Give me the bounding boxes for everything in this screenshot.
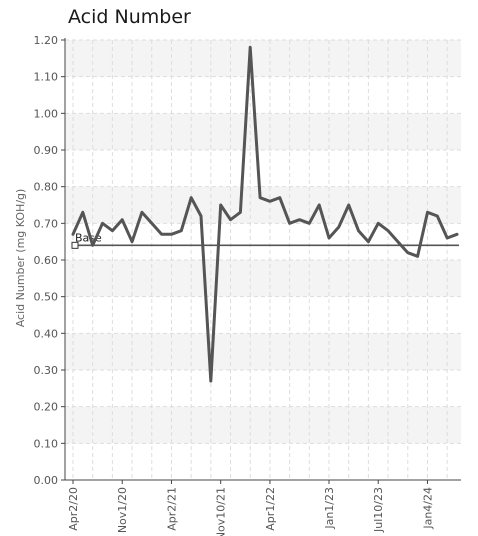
- y-tick-label: 0.40: [34, 327, 59, 340]
- grid-band: [65, 406, 461, 444]
- x-tick-label: Apr1/22: [264, 487, 277, 531]
- y-tick-label: 0.00: [34, 474, 59, 487]
- y-axis-title: Acid Number (mg KOH/g): [14, 189, 27, 328]
- y-tick-label: 0.30: [34, 364, 59, 377]
- x-tick-label: Jul10/23: [372, 487, 385, 533]
- x-tick-label: Nov10/21: [215, 487, 228, 536]
- y-tick-label: 0.80: [34, 181, 59, 194]
- chart-title: Acid Number: [68, 6, 191, 28]
- y-tick-label: 0.10: [34, 437, 59, 450]
- y-tick-label: 0.70: [34, 217, 59, 230]
- y-tick-label: 0.50: [34, 291, 59, 304]
- x-tick-label: Jan4/24: [421, 487, 434, 530]
- y-tick-label: 0.90: [34, 144, 59, 157]
- y-tick-label: 1.10: [34, 71, 59, 84]
- y-tick-label: 0.20: [34, 401, 59, 414]
- grid-band: [65, 186, 461, 224]
- y-tick-label: 1.20: [34, 34, 59, 47]
- grid-band: [65, 113, 461, 150]
- baseline-marker: [71, 241, 79, 249]
- acid-number-series-line: [71, 45, 459, 383]
- grid-band: [65, 333, 461, 370]
- y-tick-label: 0.60: [34, 254, 59, 267]
- grid-band: [65, 260, 461, 297]
- x-tick-label: Nov1/20: [116, 487, 129, 533]
- x-tick-label: Apr2/20: [67, 487, 80, 531]
- x-tick-label: Apr2/21: [165, 487, 178, 531]
- y-tick-label: 1.00: [34, 107, 59, 120]
- grid-band: [65, 40, 461, 77]
- x-tick-label: Jan1/23: [323, 487, 336, 530]
